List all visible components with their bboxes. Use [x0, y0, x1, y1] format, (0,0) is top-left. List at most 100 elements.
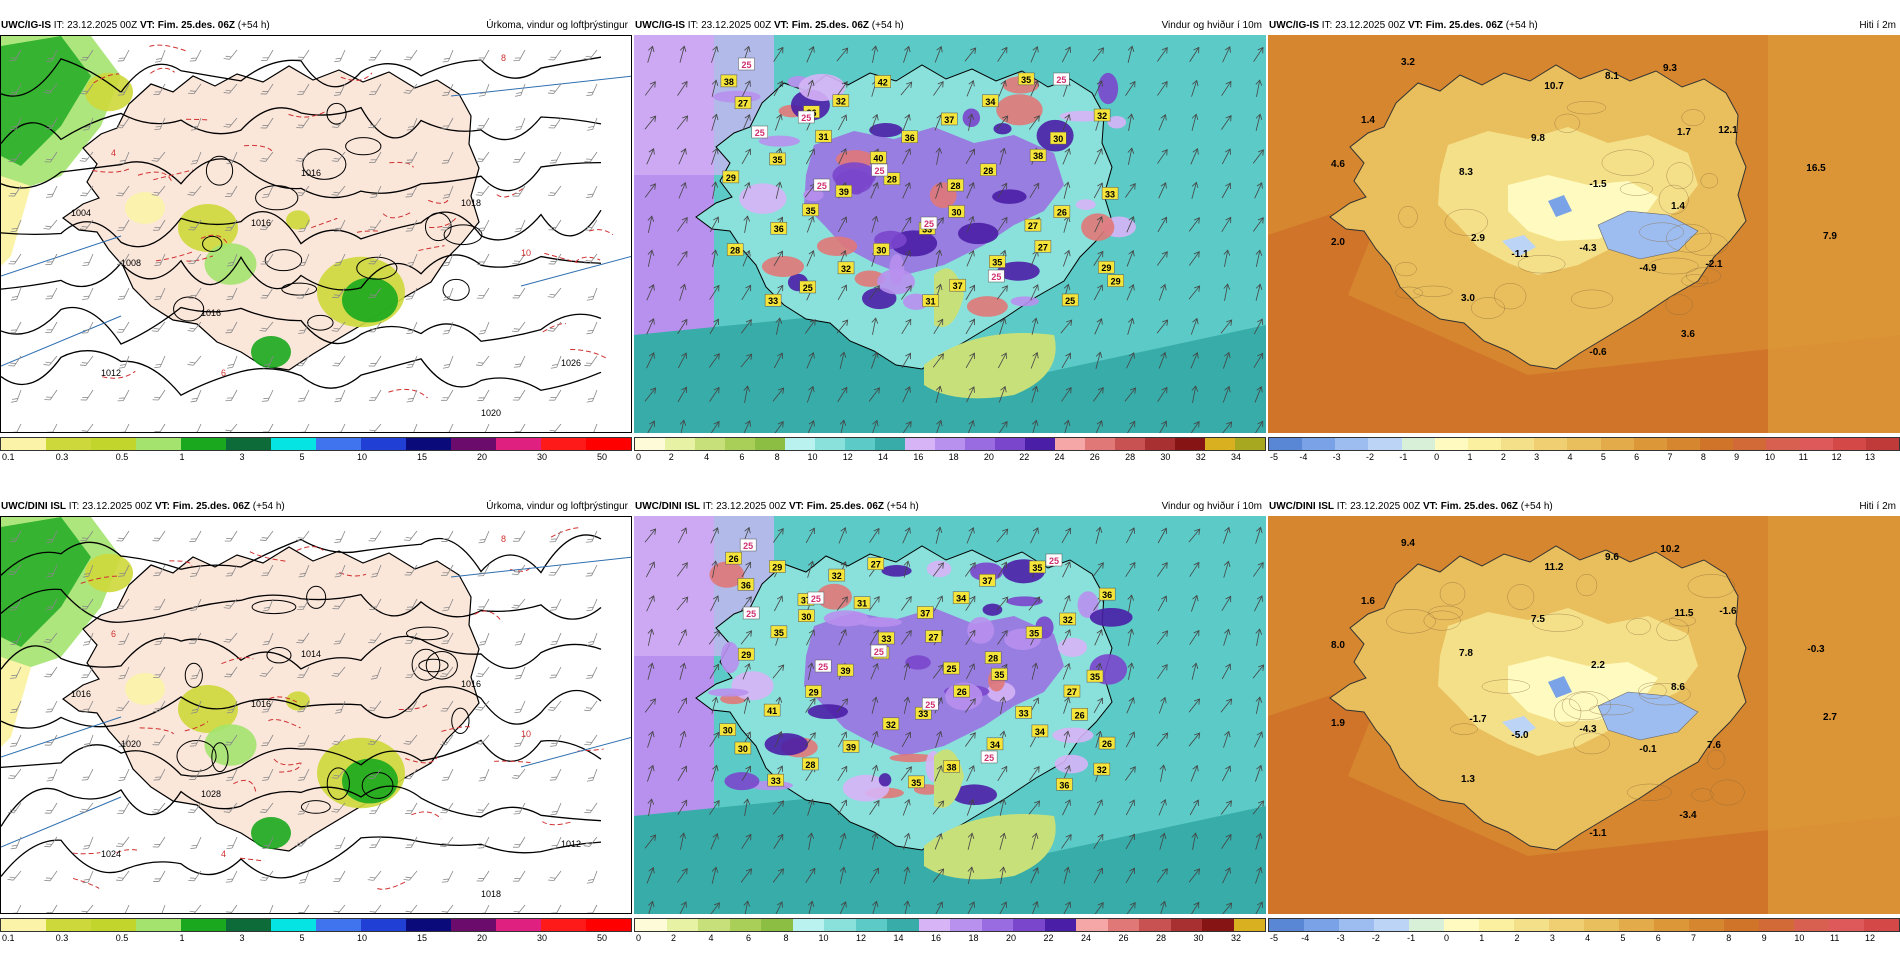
- colorbar-swatch: [793, 919, 825, 931]
- svg-text:25: 25: [817, 181, 827, 191]
- gust-label: 32: [1094, 763, 1110, 775]
- temp-panel-igis: UWC/IG-IS IT: 23.12.2025 00Z VT: Fim. 25…: [1268, 18, 1900, 480]
- svg-text:39: 39: [839, 187, 849, 197]
- gust-label: 26: [1054, 206, 1070, 218]
- gust-label: 35: [1026, 626, 1042, 638]
- colorbar-swatch: [856, 919, 888, 931]
- svg-text:31: 31: [819, 132, 829, 142]
- svg-text:25: 25: [741, 60, 751, 70]
- temperature-value: 2.2: [1591, 660, 1605, 671]
- precip-patch: [251, 336, 291, 368]
- svg-text:25: 25: [801, 113, 811, 123]
- colorbar-tick: 16: [931, 933, 941, 943]
- gust-label: 36: [771, 222, 787, 234]
- colorbar: [1268, 437, 1900, 451]
- gust-label-light: 25: [815, 660, 831, 672]
- valid-time-label: VT:: [774, 20, 789, 31]
- gust-label: 29: [1108, 275, 1124, 287]
- gust-label: 37: [917, 606, 933, 618]
- gust-label: 35: [1018, 73, 1034, 85]
- wind-panel-dini: UWC/DINI ISL IT: 23.12.2025 00Z VT: Fim.…: [634, 499, 1266, 961]
- precip-map-svg: 1016101610201004100810121016101810268104…: [1, 36, 632, 433]
- colorbar-tick: 0.5: [116, 452, 129, 462]
- colorbar-tick: -2: [1372, 933, 1380, 943]
- svg-text:38: 38: [947, 762, 957, 772]
- colorbar-tick: 8: [775, 452, 780, 462]
- svg-text:32: 32: [1097, 765, 1107, 775]
- init-time: IT: 23.12.2025 00Z: [688, 20, 771, 31]
- colorbar-swatch: [586, 438, 631, 450]
- gust-label: 37: [979, 574, 995, 586]
- svg-text:34: 34: [990, 740, 1000, 750]
- colorbar-tick: 20: [477, 933, 487, 943]
- isobar-label: 1012: [561, 839, 581, 849]
- svg-text:26: 26: [1075, 710, 1085, 720]
- temperature-value: -1.7: [1469, 714, 1487, 725]
- gust-label: 33: [878, 632, 894, 644]
- temperature-value: 1.4: [1361, 115, 1375, 126]
- isobar-label: 8: [501, 534, 506, 544]
- colorbar-tick: 30: [1160, 452, 1170, 462]
- colorbar-tick: 12: [843, 452, 853, 462]
- colorbar-tick: 9: [1762, 933, 1767, 943]
- gust-label: 35: [803, 204, 819, 216]
- colorbar-swatch: [1304, 919, 1339, 931]
- svg-text:36: 36: [1102, 590, 1112, 600]
- gust-label: 40: [870, 152, 886, 164]
- gust-label-light: 25: [740, 539, 756, 551]
- colorbar-swatch: [1794, 919, 1829, 931]
- gust-label: 32: [883, 718, 899, 730]
- gust-label-light: 25: [988, 270, 1004, 282]
- svg-text:33: 33: [1019, 708, 1029, 718]
- colorbar-tick: 11: [1799, 452, 1808, 462]
- valid-time: Fim. 25.des. 06Z: [158, 20, 235, 31]
- colorbar-tick: 22: [1043, 933, 1053, 943]
- svg-text:25: 25: [991, 272, 1001, 282]
- panel-title: Hiti í 2m: [1859, 18, 1896, 34]
- precip-patch: [286, 691, 310, 710]
- svg-text:29: 29: [1101, 263, 1111, 273]
- map-area[interactable]: 3826402827293332362826282542373833363231…: [634, 35, 1266, 433]
- svg-text:31: 31: [857, 599, 867, 609]
- gust-label: 38: [1030, 149, 1046, 161]
- svg-text:25: 25: [946, 664, 956, 674]
- gust-label: 30: [1050, 132, 1066, 144]
- valid-time-label: VT:: [1408, 20, 1423, 31]
- gust-label: 29: [806, 685, 822, 697]
- wind-panel-igis: UWC/IG-IS IT: 23.12.2025 00Z VT: Fim. 25…: [634, 18, 1266, 480]
- valid-time: Fim. 25.des. 06Z: [1426, 20, 1503, 31]
- precip-patch: [85, 73, 133, 111]
- colorbar-swatch: [496, 438, 541, 450]
- init-time: IT: 23.12.2025 00Z: [703, 501, 786, 512]
- temperature-value: 3.6: [1681, 329, 1695, 340]
- gust-label: 28: [948, 179, 964, 191]
- colorbar-tick: 12: [1832, 452, 1842, 462]
- colorbar-tick: 2: [1515, 933, 1520, 943]
- gust-label: 30: [720, 724, 736, 736]
- gust-label: 31: [854, 597, 870, 609]
- svg-text:26: 26: [729, 554, 739, 564]
- colorbar-swatch: [541, 919, 586, 931]
- svg-text:40: 40: [873, 154, 883, 164]
- colorbar-tick: 8: [1726, 933, 1731, 943]
- gust-label: 29: [769, 561, 785, 573]
- temperature-value: 2.7: [1823, 712, 1837, 723]
- colorbar-swatch: [1667, 438, 1700, 450]
- colorbar-tick: 22: [1019, 452, 1029, 462]
- svg-text:35: 35: [1090, 672, 1100, 682]
- colorbar-swatch: [91, 919, 136, 931]
- colorbar-tick: 7: [1691, 933, 1696, 943]
- colorbar-tick: 50: [597, 452, 607, 462]
- svg-text:29: 29: [772, 563, 782, 573]
- svg-text:32: 32: [832, 571, 842, 581]
- colorbar-tick: 2: [1501, 452, 1506, 462]
- colorbar-tick: 20: [1006, 933, 1016, 943]
- svg-text:25: 25: [803, 283, 813, 293]
- gust-label: 33: [768, 774, 784, 786]
